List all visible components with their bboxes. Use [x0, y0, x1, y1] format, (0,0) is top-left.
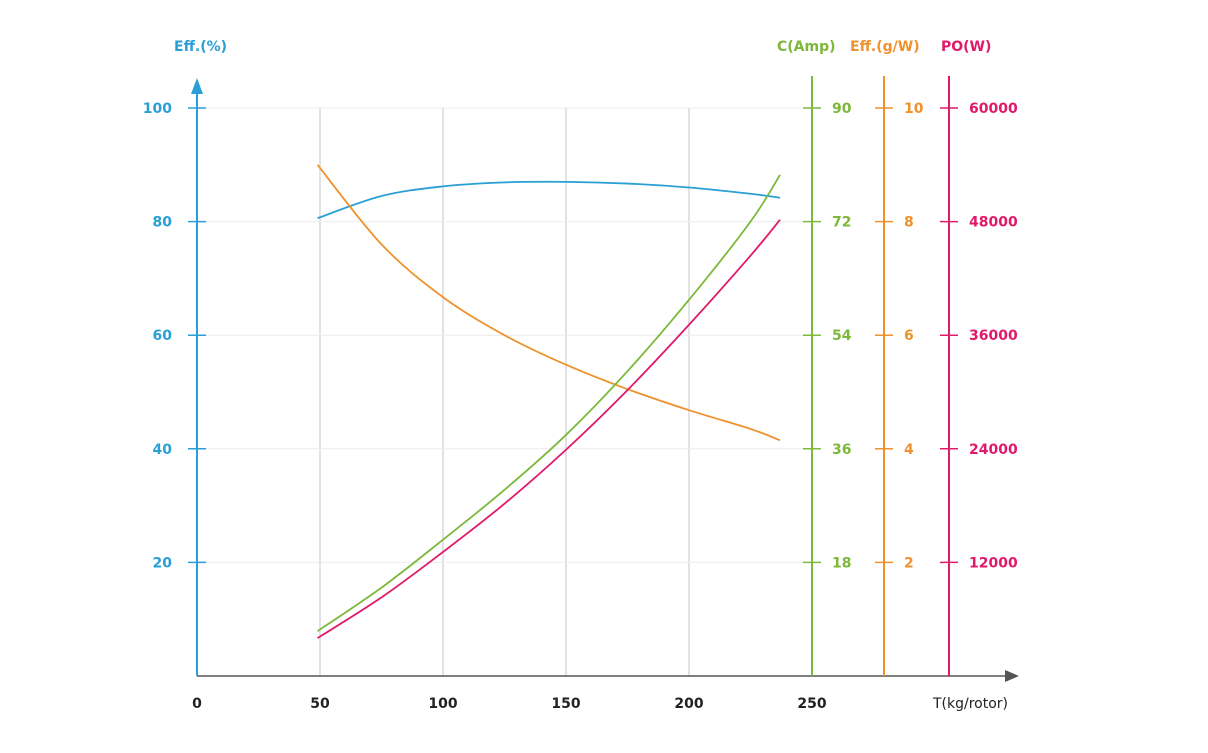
- y-axis-right-label-eff_gw: Eff.(g/W): [850, 39, 920, 55]
- y-tick-label: 24000: [969, 442, 1018, 458]
- y-tick-label: 60: [153, 328, 173, 344]
- y-tick-label: 8: [904, 215, 914, 231]
- y-tick-label: 20: [153, 555, 173, 571]
- y-tick-label: 48000: [969, 215, 1018, 231]
- x-tick-label: 200: [674, 696, 703, 712]
- y-tick-label: 80: [153, 215, 173, 231]
- series-line-power: [317, 219, 781, 639]
- y-tick-label: 6: [904, 328, 914, 344]
- y-tick-label: 18: [832, 555, 851, 571]
- series-line-current: [317, 174, 781, 632]
- y-tick-label: 4: [904, 442, 914, 458]
- y-axis-right-label-power: PO(W): [941, 39, 991, 55]
- x-axis-arrow-icon: [1005, 670, 1019, 682]
- series-line-eff_pct: [317, 180, 781, 220]
- series-line-eff_gw: [316, 164, 781, 442]
- y-tick-label: 90: [832, 101, 852, 117]
- y-tick-label: 40: [153, 442, 173, 458]
- y-tick-label: 60000: [969, 101, 1018, 117]
- y-tick-label: 2: [904, 555, 914, 571]
- x-tick-label: 250: [797, 696, 826, 712]
- x-tick-label: 150: [551, 696, 580, 712]
- y-axis-arrow-icon: [191, 78, 203, 94]
- x-tick-label: 50: [310, 696, 330, 712]
- y-axis-right-label-current: C(Amp): [777, 39, 836, 55]
- y-tick-label: 10: [904, 101, 924, 117]
- y-tick-label: 100: [143, 101, 172, 117]
- y-axis-left-label: Eff.(%): [174, 39, 227, 55]
- x-tick-label: 0: [192, 696, 202, 712]
- y-tick-label: 54: [832, 328, 852, 344]
- y-tick-label: 72: [832, 215, 851, 231]
- x-tick-label: 100: [428, 696, 457, 712]
- y-tick-label: 12000: [969, 555, 1018, 571]
- y-tick-label: 36: [832, 442, 851, 458]
- y-tick-label: 36000: [969, 328, 1018, 344]
- x-axis-label: T(kg/rotor): [932, 696, 1008, 712]
